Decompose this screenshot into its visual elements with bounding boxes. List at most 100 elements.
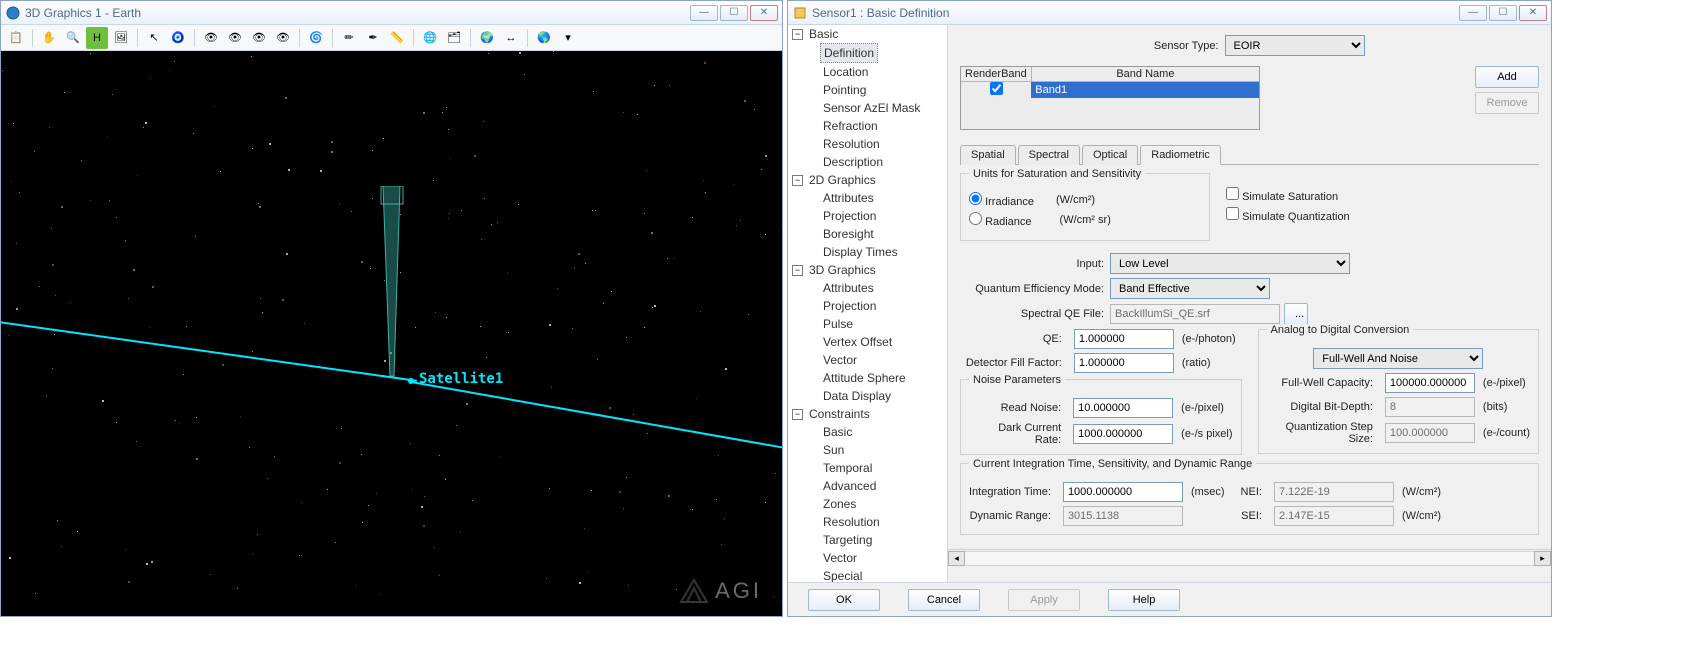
toolbar: 📋✋🔍H🖼↖🧿👁👁👁👁🌀✏✒📏🌐🗂🌍↔🌎▾ (1, 25, 782, 51)
qem-select[interactable]: Band Effective (1110, 278, 1270, 299)
tree-item[interactable]: Definition (806, 43, 947, 63)
orbit-icon[interactable]: 🌀 (305, 27, 327, 49)
simulate-quantization-checkbox[interactable]: Simulate Quantization (1226, 207, 1350, 223)
tree-item[interactable]: Data Display (806, 387, 947, 405)
qstep-field (1385, 423, 1475, 443)
tree-item[interactable]: Advanced (806, 477, 947, 495)
tree-item[interactable]: Attitude Sphere (806, 369, 947, 387)
tab-spatial[interactable]: Spatial (960, 145, 1016, 165)
add-button[interactable]: Add (1475, 66, 1539, 88)
tree-item[interactable]: Boresight (806, 225, 947, 243)
earth-icon[interactable]: 🌎 (533, 27, 555, 49)
read-noise-field[interactable] (1073, 398, 1173, 418)
tree-item[interactable]: Display Times (806, 243, 947, 261)
zoom-icon[interactable]: 🔍 (62, 27, 84, 49)
apply-button[interactable]: Apply (1008, 589, 1080, 611)
3d-graphics-window: 3D Graphics 1 - Earth — ☐ ✕ 📋✋🔍H🖼↖🧿👁👁👁👁🌀… (0, 0, 783, 617)
tree-item[interactable]: Vector (806, 351, 947, 369)
bitdepth-field (1385, 397, 1475, 417)
close-button[interactable]: ✕ (750, 5, 778, 21)
view2-icon[interactable]: 👁 (224, 27, 246, 49)
view4-icon[interactable]: 👁 (272, 27, 294, 49)
sensor-type-label: Sensor Type: (1135, 40, 1225, 52)
tree-item[interactable]: Resolution (806, 135, 947, 153)
ruler-icon[interactable]: 📏 (386, 27, 408, 49)
view3-icon[interactable]: 👁 (248, 27, 270, 49)
browse-button[interactable]: ... (1284, 303, 1308, 325)
help-button[interactable]: Help (1108, 589, 1180, 611)
titlebar-left[interactable]: 3D Graphics 1 - Earth — ☐ ✕ (1, 1, 782, 25)
maximize-button[interactable]: ☐ (1489, 5, 1517, 21)
tab-radiometric[interactable]: Radiometric (1140, 145, 1221, 165)
integration-time-field[interactable] (1063, 482, 1183, 502)
sensor-type-select[interactable]: EOIR (1225, 35, 1365, 56)
hand-icon[interactable]: ✋ (38, 27, 60, 49)
dark-current-field[interactable] (1073, 424, 1173, 444)
close-button[interactable]: ✕ (1519, 5, 1547, 21)
radiance-radio[interactable]: Radiance (969, 212, 1032, 228)
tree-group[interactable]: −3D Graphics (792, 261, 947, 279)
hud-icon[interactable]: H (86, 27, 108, 49)
copy-icon[interactable]: 📋 (5, 27, 27, 49)
qe-field[interactable] (1074, 329, 1174, 349)
cursor-icon[interactable]: ↖ (143, 27, 165, 49)
scale-icon[interactable]: ↔ (500, 27, 522, 49)
tree-item[interactable]: Vertex Offset (806, 333, 947, 351)
pencil-config-icon[interactable]: ✒ (362, 27, 384, 49)
tree-item[interactable]: Pulse (806, 315, 947, 333)
maximize-button[interactable]: ☐ (720, 5, 748, 21)
globe-icon[interactable]: 🌐 (419, 27, 441, 49)
tree-item[interactable]: Temporal (806, 459, 947, 477)
tree-item[interactable]: Zones (806, 495, 947, 513)
tree-item[interactable]: Targeting (806, 531, 947, 549)
simulate-saturation-checkbox[interactable]: Simulate Saturation (1226, 187, 1338, 203)
titlebar-right[interactable]: Sensor1 : Basic Definition — ☐ ✕ (788, 1, 1551, 25)
tree-item[interactable]: Basic (806, 423, 947, 441)
tree-item[interactable]: Attributes (806, 189, 947, 207)
col-renderband: RenderBand (961, 67, 1031, 82)
remove-button[interactable]: Remove (1475, 92, 1539, 114)
irradiance-radio[interactable]: Irradiance (969, 192, 1034, 208)
band-name-cell[interactable]: Band1 (1031, 82, 1259, 99)
tree-group[interactable]: −2D Graphics (792, 171, 947, 189)
tree-item[interactable]: Location (806, 63, 947, 81)
cancel-button[interactable]: Cancel (908, 589, 980, 611)
tree-item[interactable]: Projection (806, 297, 947, 315)
fullwell-field[interactable] (1385, 373, 1475, 393)
target-globe-icon[interactable]: 🧿 (167, 27, 189, 49)
tree-item[interactable]: Special (806, 567, 947, 582)
dff-field[interactable] (1074, 353, 1174, 373)
tree-item[interactable]: Sensor AzEl Mask (806, 99, 947, 117)
adc-mode-select[interactable]: Full-Well And Noise (1313, 348, 1483, 369)
tree-item[interactable]: Projection (806, 207, 947, 225)
tree-item[interactable]: Vector (806, 549, 947, 567)
tree-item[interactable]: Sun (806, 441, 947, 459)
nei-field (1274, 482, 1394, 502)
3d-viewport[interactable]: Satellite1 AGI (1, 51, 782, 616)
tree-group[interactable]: −Basic (792, 25, 947, 43)
view1-icon[interactable]: 👁 (200, 27, 222, 49)
tree-item[interactable]: Resolution (806, 513, 947, 531)
tree-item[interactable]: Description (806, 153, 947, 171)
form-pane: Sensor Type: EOIR RenderBandBand Name Ba… (948, 25, 1551, 582)
ok-button[interactable]: OK (808, 589, 880, 611)
tab-spectral[interactable]: Spectral (1018, 145, 1080, 165)
minimize-button[interactable]: — (1459, 5, 1487, 21)
minimize-button[interactable]: — (690, 5, 718, 21)
dropdown-icon[interactable]: ▾ (557, 27, 579, 49)
tree-item[interactable]: Pointing (806, 81, 947, 99)
tree-item[interactable]: Refraction (806, 117, 947, 135)
pencil-icon[interactable]: ✏ (338, 27, 360, 49)
tree-group[interactable]: −Constraints (792, 405, 947, 423)
band-row[interactable]: Band1 (961, 82, 1259, 99)
hscrollbar[interactable]: ◂▸ (948, 549, 1551, 566)
layers-icon[interactable]: 🗂 (443, 27, 465, 49)
tree-item[interactable]: Attributes (806, 279, 947, 297)
band-grid[interactable]: RenderBandBand Name Band1 (960, 66, 1260, 130)
globe2-icon[interactable]: 🌍 (476, 27, 498, 49)
renderband-checkbox[interactable] (990, 82, 1003, 95)
input-select[interactable]: Low Level (1110, 253, 1350, 274)
image-icon[interactable]: 🖼 (110, 27, 132, 49)
tab-optical[interactable]: Optical (1082, 145, 1138, 165)
nav-tree[interactable]: −BasicDefinitionLocationPointingSensor A… (788, 25, 948, 582)
